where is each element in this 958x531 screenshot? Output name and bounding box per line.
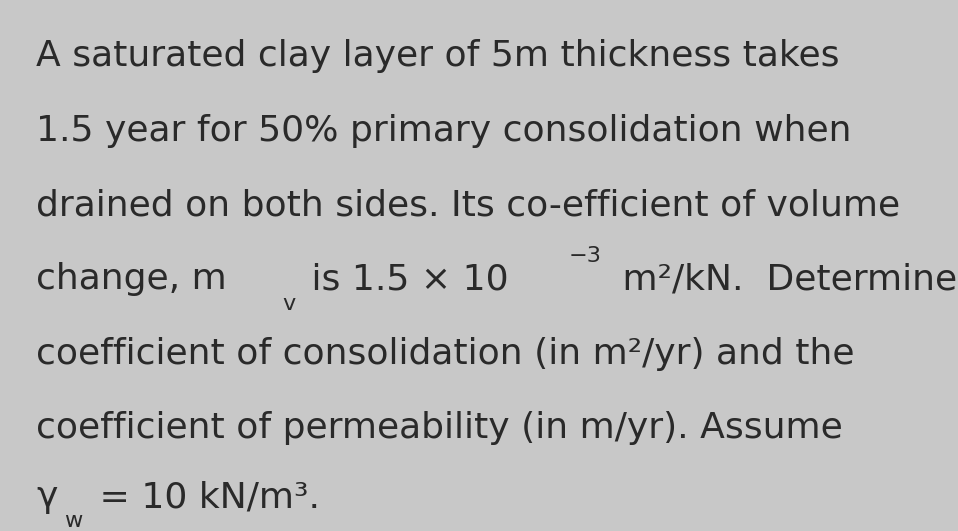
- Text: m²/kN.  Determine: m²/kN. Determine: [611, 262, 957, 296]
- Text: v: v: [283, 294, 296, 314]
- Text: coefficient of consolidation (in m²/yr) and the: coefficient of consolidation (in m²/yr) …: [36, 337, 855, 371]
- Text: drained on both sides. Its co-efficient of volume: drained on both sides. Its co-efficient …: [36, 188, 901, 222]
- Text: change, m: change, m: [36, 262, 227, 296]
- Text: = 10 kN/m³.: = 10 kN/m³.: [88, 480, 320, 514]
- Text: A saturated clay layer of 5m thickness takes: A saturated clay layer of 5m thickness t…: [36, 39, 840, 73]
- Text: coefficient of permeability (in m/yr). Assume: coefficient of permeability (in m/yr). A…: [36, 411, 843, 445]
- Text: w: w: [64, 511, 82, 531]
- Text: −3: −3: [569, 246, 602, 266]
- Text: is 1.5 × 10: is 1.5 × 10: [300, 262, 509, 296]
- Text: γ: γ: [36, 480, 57, 514]
- Text: 1.5 year for 50% primary consolidation when: 1.5 year for 50% primary consolidation w…: [36, 114, 852, 148]
